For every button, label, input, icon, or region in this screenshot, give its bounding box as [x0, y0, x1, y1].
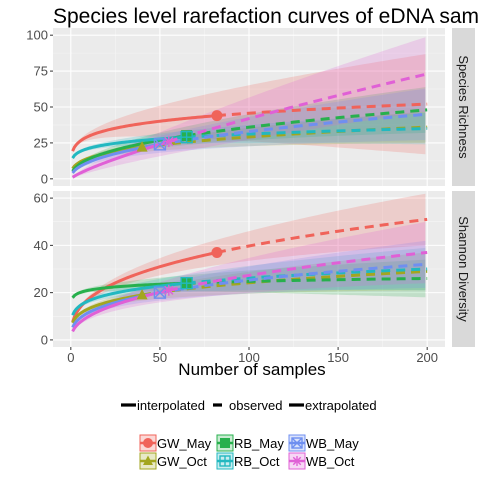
extrapolated-line-WB_May [159, 112, 428, 146]
series-legend-item-WB_May: WB_May [288, 434, 359, 452]
chart-title: Species level rarefaction curves of eDNA… [53, 5, 480, 28]
series-legend-item-RB_May: RB_May [216, 434, 284, 452]
panel-content [71, 37, 428, 179]
facet-strip-label: Species Richness [456, 55, 471, 159]
interpolated-line-WB_Oct [71, 140, 170, 179]
extrapolated-line-WB_May [159, 262, 428, 295]
x-tick-label: 200 [416, 350, 438, 365]
panel-content [71, 193, 428, 333]
extrapolated-line-RB_May [186, 276, 428, 285]
linetype-legend: interpolated observed extrapolated [121, 398, 377, 413]
legend-key-marker [292, 456, 302, 466]
x-tick-label: 150 [327, 350, 349, 365]
series-legend-label: GW_May [157, 436, 212, 451]
linetype-legend-item: observed [213, 398, 282, 413]
series-legend-label: WB_May [306, 436, 359, 451]
y-tick-label: 20 [34, 285, 48, 300]
y-tick-label: 75 [34, 64, 48, 79]
x-tick-label: 0 [67, 350, 74, 365]
series-legend-item-RB_Oct: RB_Oct [216, 452, 280, 470]
legend-key-marker [219, 455, 231, 467]
observed-point-WB_Oct [163, 135, 175, 147]
observed-point-GW_May [211, 110, 223, 122]
interpolated-line-GW_May [71, 114, 218, 152]
extrapolated-line-GW_May [216, 217, 428, 254]
extrapolated-line-GW_Oct [141, 125, 428, 149]
linetype-legend-label: interpolated [137, 398, 205, 413]
observed-point-GW_Oct [136, 141, 148, 152]
legend-key-marker [143, 438, 153, 448]
observed-point-GW_May [211, 246, 223, 258]
x-axis-title: Number of samples [178, 360, 325, 379]
facet-strip-label: Shannon Diversity [456, 216, 471, 322]
observed-point-WB_Oct [163, 284, 175, 296]
legend-key-marker [220, 438, 230, 448]
extrapolated-line-WB_Oct [168, 72, 428, 143]
y-tick-label: 60 [34, 191, 48, 206]
series-legend-label: GW_Oct [157, 454, 207, 469]
interpolated-line-RB_Oct [71, 135, 187, 159]
facet-strip [452, 191, 475, 347]
interpolated-line-WB_Oct [71, 288, 170, 333]
panel-1: 0 25 50 75 100 Species Richness [26, 28, 475, 186]
y-tick-label: 50 [34, 100, 48, 115]
observed-point-RB_Oct [180, 130, 193, 144]
interpolated-line-WB_May [71, 142, 161, 174]
series-legend-label: RB_May [234, 436, 284, 451]
x-axis-ticks: 0 50 100 150 200 [67, 347, 438, 365]
extrapolated-line-RB_May [186, 108, 428, 138]
series-legend-label: RB_Oct [234, 454, 280, 469]
extrapolated-line-RB_Oct [186, 127, 428, 139]
series-legend-item-WB_Oct: WB_Oct [288, 452, 355, 470]
series-legend-item-GW_May: GW_May [139, 434, 212, 452]
linetype-legend-item: extrapolated [289, 398, 377, 413]
observed-point-GW_Oct [136, 288, 148, 300]
observed-point-RB_Oct [180, 276, 193, 290]
interpolated-line-RB_Oct [71, 281, 187, 316]
series-legend-item-GW_Oct: GW_Oct [139, 452, 207, 470]
extrapolated-line-RB_Oct [186, 267, 428, 285]
y-tick-label: 25 [34, 135, 48, 150]
band-GW_Oct [72, 252, 426, 325]
facet-strip [452, 28, 475, 186]
series-legend: GW_May GW_Oct RB_May RB_Oct WB_May WB_Oct [139, 434, 359, 470]
y-tick-label: 0 [41, 332, 48, 347]
y-tick-label: 100 [26, 28, 48, 43]
facet-panels: 0 25 50 75 100 Species Richness 0 20 40 60 Shannon… [26, 28, 475, 347]
y-tick-label: 40 [34, 238, 48, 253]
band-GW_May [72, 193, 426, 324]
panel-2: 0 20 40 60 Shannon Diversity [34, 191, 475, 347]
linetype-legend-item: interpolated [121, 398, 205, 413]
linetype-legend-label: extrapolated [305, 398, 377, 413]
observed-point-WB_May [153, 286, 167, 299]
band-GW_May [72, 54, 426, 155]
interpolated-line-GW_Oct [71, 293, 143, 324]
observed-points [136, 246, 223, 300]
x-tick-label: 100 [238, 350, 260, 365]
legend-key-marker [143, 455, 153, 465]
x-tick-label: 50 [153, 350, 167, 365]
legend-key-marker [291, 437, 303, 449]
y-tick-label: 0 [41, 171, 48, 186]
band-GW_Oct [72, 111, 426, 170]
observed-points [136, 110, 223, 152]
linetype-legend-label: observed [229, 398, 282, 413]
series-legend-label: WB_Oct [306, 454, 355, 469]
extrapolated-line-GW_May [216, 102, 428, 118]
interpolated-line-GW_May [71, 250, 218, 323]
curves [71, 72, 428, 179]
